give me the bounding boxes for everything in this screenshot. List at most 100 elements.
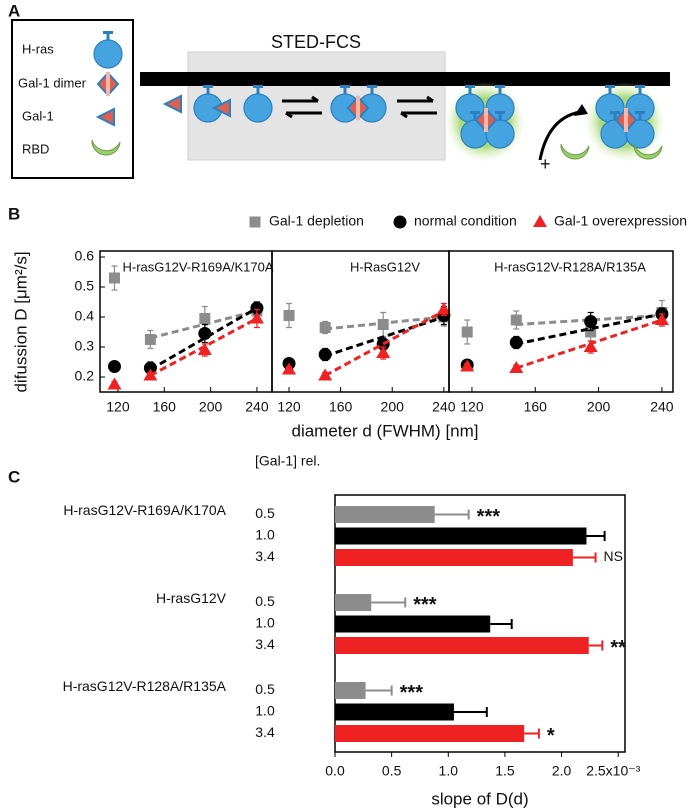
bar (335, 594, 372, 611)
series-label: 0.5 (255, 681, 275, 697)
series-label: 1.0 (255, 527, 275, 543)
error-bar (572, 552, 597, 563)
x-tick-label: 2.0 (552, 763, 572, 779)
error-bar (434, 509, 470, 520)
legend-label: Gal-1 dimer (18, 75, 87, 90)
legend-label: Gal-1 overexpression (554, 213, 687, 229)
x-tick-label: 160 (329, 399, 353, 415)
data-point (144, 334, 156, 345)
y-axis-title: difussion D [μm²/s] (11, 251, 30, 392)
bar (335, 527, 587, 545)
data-point (376, 346, 391, 358)
data-point (143, 368, 158, 381)
plus-sign: + (540, 154, 551, 174)
data-point (143, 361, 157, 375)
data-point (318, 368, 333, 381)
data-point (510, 314, 522, 326)
plot-frame (448, 250, 674, 393)
significance-label: *** (413, 594, 437, 616)
significance-label: * (547, 725, 555, 747)
fit-line (515, 318, 663, 370)
x-tick-label: 2.5x10⁻³ (586, 763, 640, 779)
ras-icon (93, 30, 123, 69)
error-bar (524, 728, 540, 739)
bar (335, 682, 366, 699)
diagram-title: STED-FCS (271, 32, 361, 52)
data-point (250, 301, 264, 315)
data-point (107, 360, 121, 373)
y-tick-label: 0.2 (75, 368, 95, 384)
panel-a: A H-ras Gal-1 dimer Gal-1 RBD STED-FCS (8, 1, 670, 179)
data-point (654, 313, 669, 325)
data-point (318, 348, 332, 361)
x-tick-label: 1.5 (495, 763, 515, 779)
y-tick-label: 0.3 (75, 338, 95, 354)
error-bar (588, 640, 604, 651)
significance-label: *** (400, 682, 424, 704)
x-tick-label: 120 (460, 399, 484, 415)
legend-marker (393, 215, 407, 229)
bar (335, 637, 589, 654)
data-point (584, 315, 598, 328)
bar (335, 703, 454, 721)
series-label: 3.4 (255, 548, 275, 564)
significance-label: ** (610, 637, 626, 659)
legend-label: H-ras (22, 41, 54, 56)
error-bar (365, 685, 393, 696)
fit-line (324, 309, 445, 377)
data-point (198, 327, 212, 340)
series-label: 1.0 (255, 703, 275, 719)
x-tick-label: 120 (277, 399, 301, 415)
data-point (108, 272, 120, 284)
x-tick-label: 200 (381, 399, 405, 415)
subplot-title: H-rasG12V-R128A/R135A (494, 259, 646, 274)
x-tick-label: 160 (524, 399, 548, 415)
legend-marker (249, 216, 261, 228)
x-tick-label: 200 (199, 399, 223, 415)
data-point (460, 359, 475, 372)
significance-label: *** (477, 506, 501, 528)
series-label: 0.5 (255, 505, 275, 521)
reaction-arrow (538, 110, 581, 161)
panel-label: B (8, 204, 20, 223)
x-tick-label: 240 (650, 399, 674, 415)
legend-label: Gal-1 (22, 108, 54, 123)
series-label: 0.5 (255, 593, 275, 609)
data-point (282, 362, 297, 375)
fit-line (515, 312, 663, 346)
legend-label: normal condition (414, 213, 517, 229)
series-label: 3.4 (255, 636, 275, 652)
data-point (436, 302, 451, 315)
y-tick-label: 0.5 (75, 278, 95, 294)
panel-label: A (8, 1, 20, 20)
data-point (107, 377, 122, 390)
x-tick-label: 1.0 (439, 763, 459, 779)
y-tick-label: 0.6 (75, 248, 95, 264)
data-point (461, 326, 473, 338)
x-tick-label: 240 (432, 399, 456, 415)
membrane (140, 72, 670, 86)
bar (335, 549, 573, 566)
legend-title: [Gal-1] rel. (255, 453, 320, 469)
x-tick-label: 160 (153, 399, 177, 415)
gal-icon (97, 108, 115, 126)
data-point (585, 326, 597, 338)
legend-marker (533, 215, 547, 227)
rbd-icon (91, 139, 121, 156)
gal (164, 95, 182, 113)
x-tick-label: 120 (106, 399, 130, 415)
category-label: H-rasG12V-R169A/K170A (63, 502, 226, 518)
subplot-title: H-RasG12V (350, 259, 420, 274)
data-point (509, 361, 524, 373)
data-point (377, 319, 389, 330)
data-point (583, 340, 598, 352)
data-point (283, 310, 295, 321)
panel-label: C (8, 467, 20, 486)
legend-box (11, 19, 134, 179)
subplot-title: H-rasG12V-R169A/K170A (122, 259, 273, 274)
series-label: 3.4 (255, 724, 275, 740)
arrow-head (574, 104, 588, 116)
x-axis-title: slope of D(d) (431, 789, 528, 808)
y-tick-label: 0.4 (75, 308, 95, 324)
